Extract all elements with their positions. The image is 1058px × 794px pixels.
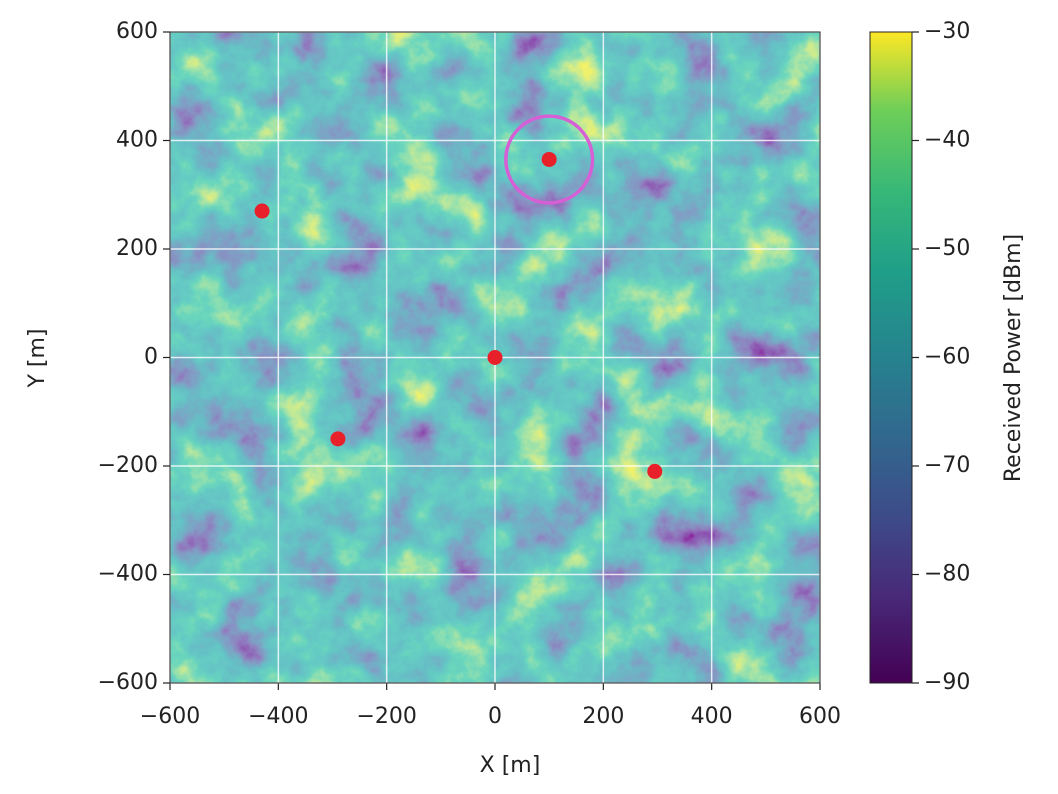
point bbox=[487, 350, 503, 365]
colorbar-tick-label: −40 bbox=[924, 128, 970, 153]
x-tick-label: −400 bbox=[248, 704, 308, 729]
y-tick-label: −600 bbox=[98, 670, 158, 695]
highlight-circle bbox=[504, 114, 595, 205]
colorbar bbox=[870, 32, 912, 683]
point bbox=[647, 463, 663, 479]
point bbox=[254, 203, 270, 219]
plot-frame bbox=[169, 31, 821, 684]
point bbox=[330, 431, 346, 447]
x-axis-label: X [m] bbox=[480, 753, 541, 778]
x-tick-label: −600 bbox=[140, 704, 200, 729]
y-tick-label: −400 bbox=[98, 562, 158, 587]
point bbox=[541, 151, 557, 167]
x-tick-label: −200 bbox=[356, 704, 416, 729]
y-tick-label: −200 bbox=[98, 453, 158, 478]
colorbar-tick-label: −30 bbox=[924, 19, 970, 44]
y-tick-label: 400 bbox=[116, 128, 158, 153]
colorbar-tick-label: −50 bbox=[924, 236, 970, 261]
colorbar-tick-label: −70 bbox=[924, 453, 970, 478]
y-tick-label: 200 bbox=[116, 236, 158, 261]
y-tick-label: 0 bbox=[144, 345, 158, 370]
x-tick-label: 400 bbox=[691, 704, 733, 729]
y-axis-label: Y [m] bbox=[25, 328, 50, 388]
x-tick-label: 200 bbox=[582, 704, 624, 729]
colorbar-tick-label: −90 bbox=[924, 670, 970, 695]
y-tick-label: 600 bbox=[116, 19, 158, 44]
colorbar-frame bbox=[869, 31, 913, 684]
colorbar-tick-label: −80 bbox=[924, 562, 970, 587]
x-tick-label: 0 bbox=[488, 704, 502, 729]
colorbar-tick-label: −60 bbox=[924, 345, 970, 370]
colorbar-label: Received Power [dBm] bbox=[1001, 234, 1026, 482]
x-tick-label: 600 bbox=[799, 704, 841, 729]
